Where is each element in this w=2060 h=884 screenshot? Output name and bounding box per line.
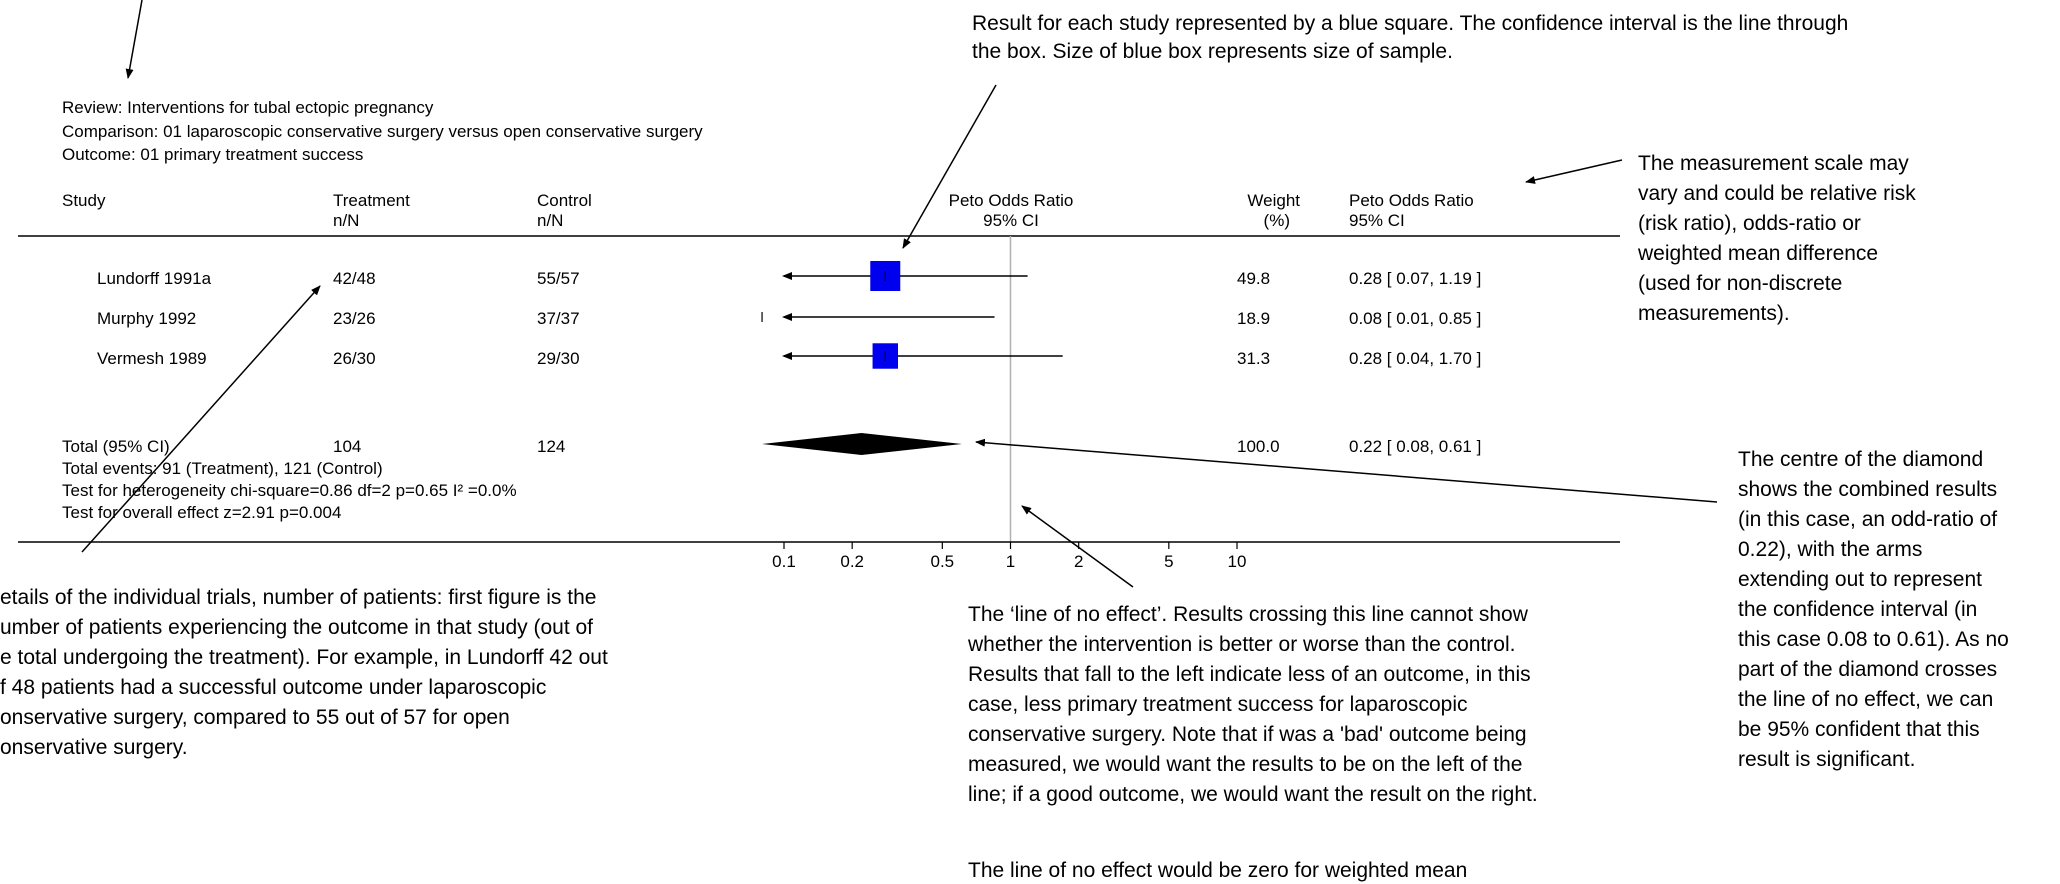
col-plot-sub: 95% CI	[983, 211, 1039, 230]
annotation-scale-line: The measurement scale may	[1638, 152, 1909, 175]
annotation-trials-line: onservative surgery, compared to 55 out …	[0, 706, 510, 729]
annotation-diamond-line: (in this case, an odd-ratio of	[1738, 508, 1997, 531]
annotation-no-effect-line: Results that fall to the left indicate l…	[968, 663, 1531, 686]
x-tick-label: 1	[1006, 552, 1015, 571]
annotation-diamond-line: The centre of the diamond	[1738, 448, 1983, 471]
annotation-study-result: Result for each study represented by a b…	[972, 12, 1848, 63]
annotation-diamond: The centre of the diamond shows the comb…	[1738, 448, 2009, 771]
study-ci: 0.28 [ 0.07, 1.19 ]	[1349, 269, 1481, 288]
x-tick-label: 2	[1074, 552, 1083, 571]
arrow-to-no-effect-line	[1021, 505, 1134, 588]
annotation-diamond-line: shows the combined results	[1738, 478, 1997, 501]
annotation-study-result-line: Result for each study represented by a b…	[972, 12, 1848, 35]
col-plot: Peto Odds Ratio	[949, 191, 1074, 210]
annotation-diamond-line: this case 0.08 to 0.61). As no	[1738, 628, 2009, 651]
annotation-no-effect-line: conservative surgery. Note that if was a…	[968, 723, 1527, 746]
col-control-sub: n/N	[537, 211, 563, 230]
comparison-title: Comparison: 01 laparoscopic conservative…	[62, 122, 703, 141]
total-ci: 0.22 [ 0.08, 0.61 ]	[1349, 437, 1481, 456]
study-row: Vermesh 1989 26/30 29/30 31.3 0.28 [ 0.0…	[97, 343, 1481, 369]
arrow-to-diamond	[975, 438, 1718, 503]
ci-arrow	[782, 272, 792, 280]
ci-arrow	[782, 352, 792, 360]
study-treatment: 42/48	[333, 269, 376, 288]
study-control: 29/30	[537, 349, 580, 368]
x-tick-label: 0.1	[772, 552, 796, 571]
study-ci: 0.08 [ 0.01, 0.85 ]	[1349, 309, 1481, 328]
annotation-scale-line: (used for non-discrete	[1638, 272, 1842, 295]
annotation-no-effect-line: The line of no effect would be zero for …	[968, 859, 1467, 882]
study-row: Murphy 1992 23/26 37/37 18.9 0.08 [ 0.01…	[97, 309, 1481, 328]
arrow-to-study-square	[902, 84, 997, 249]
study-name: Vermesh 1989	[97, 349, 207, 368]
study-weight: 49.8	[1237, 269, 1270, 288]
study-ci: 0.28 [ 0.04, 1.70 ]	[1349, 349, 1481, 368]
x-tick-label: 0.5	[930, 552, 954, 571]
annotation-diamond-line: 0.22), with the arms	[1738, 538, 1922, 561]
annotation-diamond-line: the line of no effect, we can	[1738, 688, 1993, 711]
annotation-diamond-line: extending out to represent	[1738, 568, 1982, 591]
arrow-to-scale-header	[1525, 159, 1623, 184]
total-events: Total events: 91 (Treatment), 121 (Contr…	[62, 459, 383, 478]
arrow-to-header	[125, 0, 143, 79]
annotation-scale-line: measurements).	[1638, 302, 1790, 325]
outcome-title: Outcome: 01 primary treatment success	[62, 145, 363, 164]
annotation-no-effect-line: case, less primary treatment success for…	[968, 693, 1468, 716]
study-treatment: 23/26	[333, 309, 376, 328]
col-treatment-sub: n/N	[333, 211, 359, 230]
col-treatment: Treatment	[333, 191, 410, 210]
x-tick-label: 5	[1164, 552, 1173, 571]
annotation-scale-line: weighted mean difference	[1637, 242, 1878, 265]
col-weight: Weight	[1247, 191, 1300, 210]
annotation-trials-line: f 48 patients had a successful outcome u…	[0, 676, 546, 699]
study-name: Lundorff 1991a	[97, 269, 212, 288]
annotation-diamond-line: be 95% confident that this	[1738, 718, 1980, 741]
overall-effect-test: Test for overall effect z=2.91 p=0.004	[62, 503, 341, 522]
annotation-no-effect-line: The ‘line of no effect’. Results crossin…	[968, 603, 1529, 626]
annotation-scale: The measurement scale may vary and could…	[1637, 152, 1916, 325]
study-row: Lundorff 1991a 42/48 55/57 49.8 0.28 [ 0…	[97, 261, 1481, 291]
study-control: 37/37	[537, 309, 580, 328]
annotation-scale-line: vary and could be relative risk	[1638, 182, 1916, 205]
arrow-to-treatment-counts	[81, 285, 321, 553]
annotation-trials-line: onservative surgery.	[0, 736, 188, 759]
annotation-study-result-line: the box. Size of blue box represents siz…	[972, 40, 1453, 63]
study-control: 55/57	[537, 269, 580, 288]
x-tick-label: 10	[1228, 552, 1247, 571]
annotation-diamond-line: part of the diamond crosses	[1738, 658, 1997, 681]
total-label: Total (95% CI)	[62, 437, 170, 456]
annotation-trials-line: etails of the individual trials, number …	[0, 586, 596, 609]
col-or-sub: 95% CI	[1349, 211, 1405, 230]
summary-diamond	[762, 433, 962, 455]
annotation-no-effect-line: line; if a good outcome, we would want t…	[968, 783, 1538, 806]
x-tick-label: 0.2	[840, 552, 864, 571]
annotation-trials-line: umber of patients experiencing the outco…	[0, 616, 593, 639]
annotation-trials: etails of the individual trials, number …	[0, 586, 608, 759]
study-name: Murphy 1992	[97, 309, 196, 328]
annotation-scale-line: (risk ratio), odds-ratio or	[1638, 212, 1861, 235]
annotation-diamond-line: the confidence interval (in	[1738, 598, 1977, 621]
total-control: 124	[537, 437, 565, 456]
col-weight-sub: (%)	[1264, 211, 1290, 230]
x-axis-ticks: 0.1 0.2 0.5 1 2 5 10	[772, 542, 1246, 571]
heterogeneity-test: Test for heterogeneity chi-square=0.86 d…	[62, 481, 517, 500]
study-treatment: 26/30	[333, 349, 376, 368]
study-weight: 18.9	[1237, 309, 1270, 328]
total-treatment: 104	[333, 437, 361, 456]
total-row: Total (95% CI) 104 124 100.0 0.22 [ 0.08…	[62, 433, 1481, 456]
annotation-trials-line: e total undergoing the treatment). For e…	[0, 646, 608, 669]
annotation-diamond-line: result is significant.	[1738, 748, 1915, 771]
annotation-no-effect-line: whether the intervention is better or wo…	[967, 633, 1515, 656]
col-study: Study	[62, 191, 106, 210]
study-weight: 31.3	[1237, 349, 1270, 368]
annotation-no-effect: The ‘line of no effect’. Results crossin…	[967, 603, 1538, 882]
review-title: Review: Interventions for tubal ectopic …	[62, 98, 434, 117]
ci-arrow	[782, 313, 792, 321]
total-weight: 100.0	[1237, 437, 1280, 456]
col-control: Control	[537, 191, 592, 210]
col-or: Peto Odds Ratio	[1349, 191, 1474, 210]
annotation-no-effect-line: measured, we would want the results to b…	[968, 753, 1523, 776]
